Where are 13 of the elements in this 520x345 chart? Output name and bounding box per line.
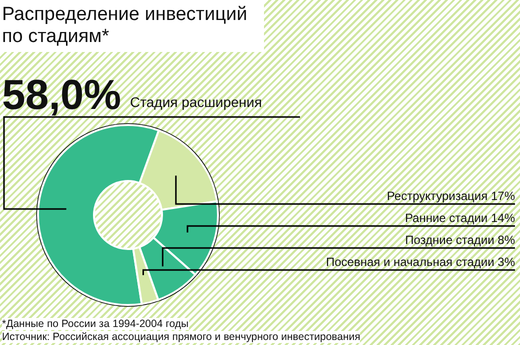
data-label: 8% xyxy=(498,233,515,247)
slice-label: Ранние стадии xyxy=(404,211,488,225)
slice-label: Посевная и начальная стадии xyxy=(326,255,494,269)
slice-label: Стадия расширения xyxy=(130,94,262,110)
data-label: 58,0% xyxy=(2,71,122,118)
data-label: 3% xyxy=(498,255,515,269)
data-label: 17% xyxy=(490,189,515,203)
chart-title: Распределение инвестиций по стадиям* xyxy=(0,0,264,52)
text: *Данные по России за 1994-2004 годы xyxy=(2,318,188,330)
text: Источник: Российская ассоциация прямого и венчурного инвестирования xyxy=(2,331,360,343)
data-label: 14% xyxy=(490,211,515,225)
slice-label: Поздние стадии xyxy=(405,233,494,247)
slice-label: Реструктуризация xyxy=(386,189,488,203)
